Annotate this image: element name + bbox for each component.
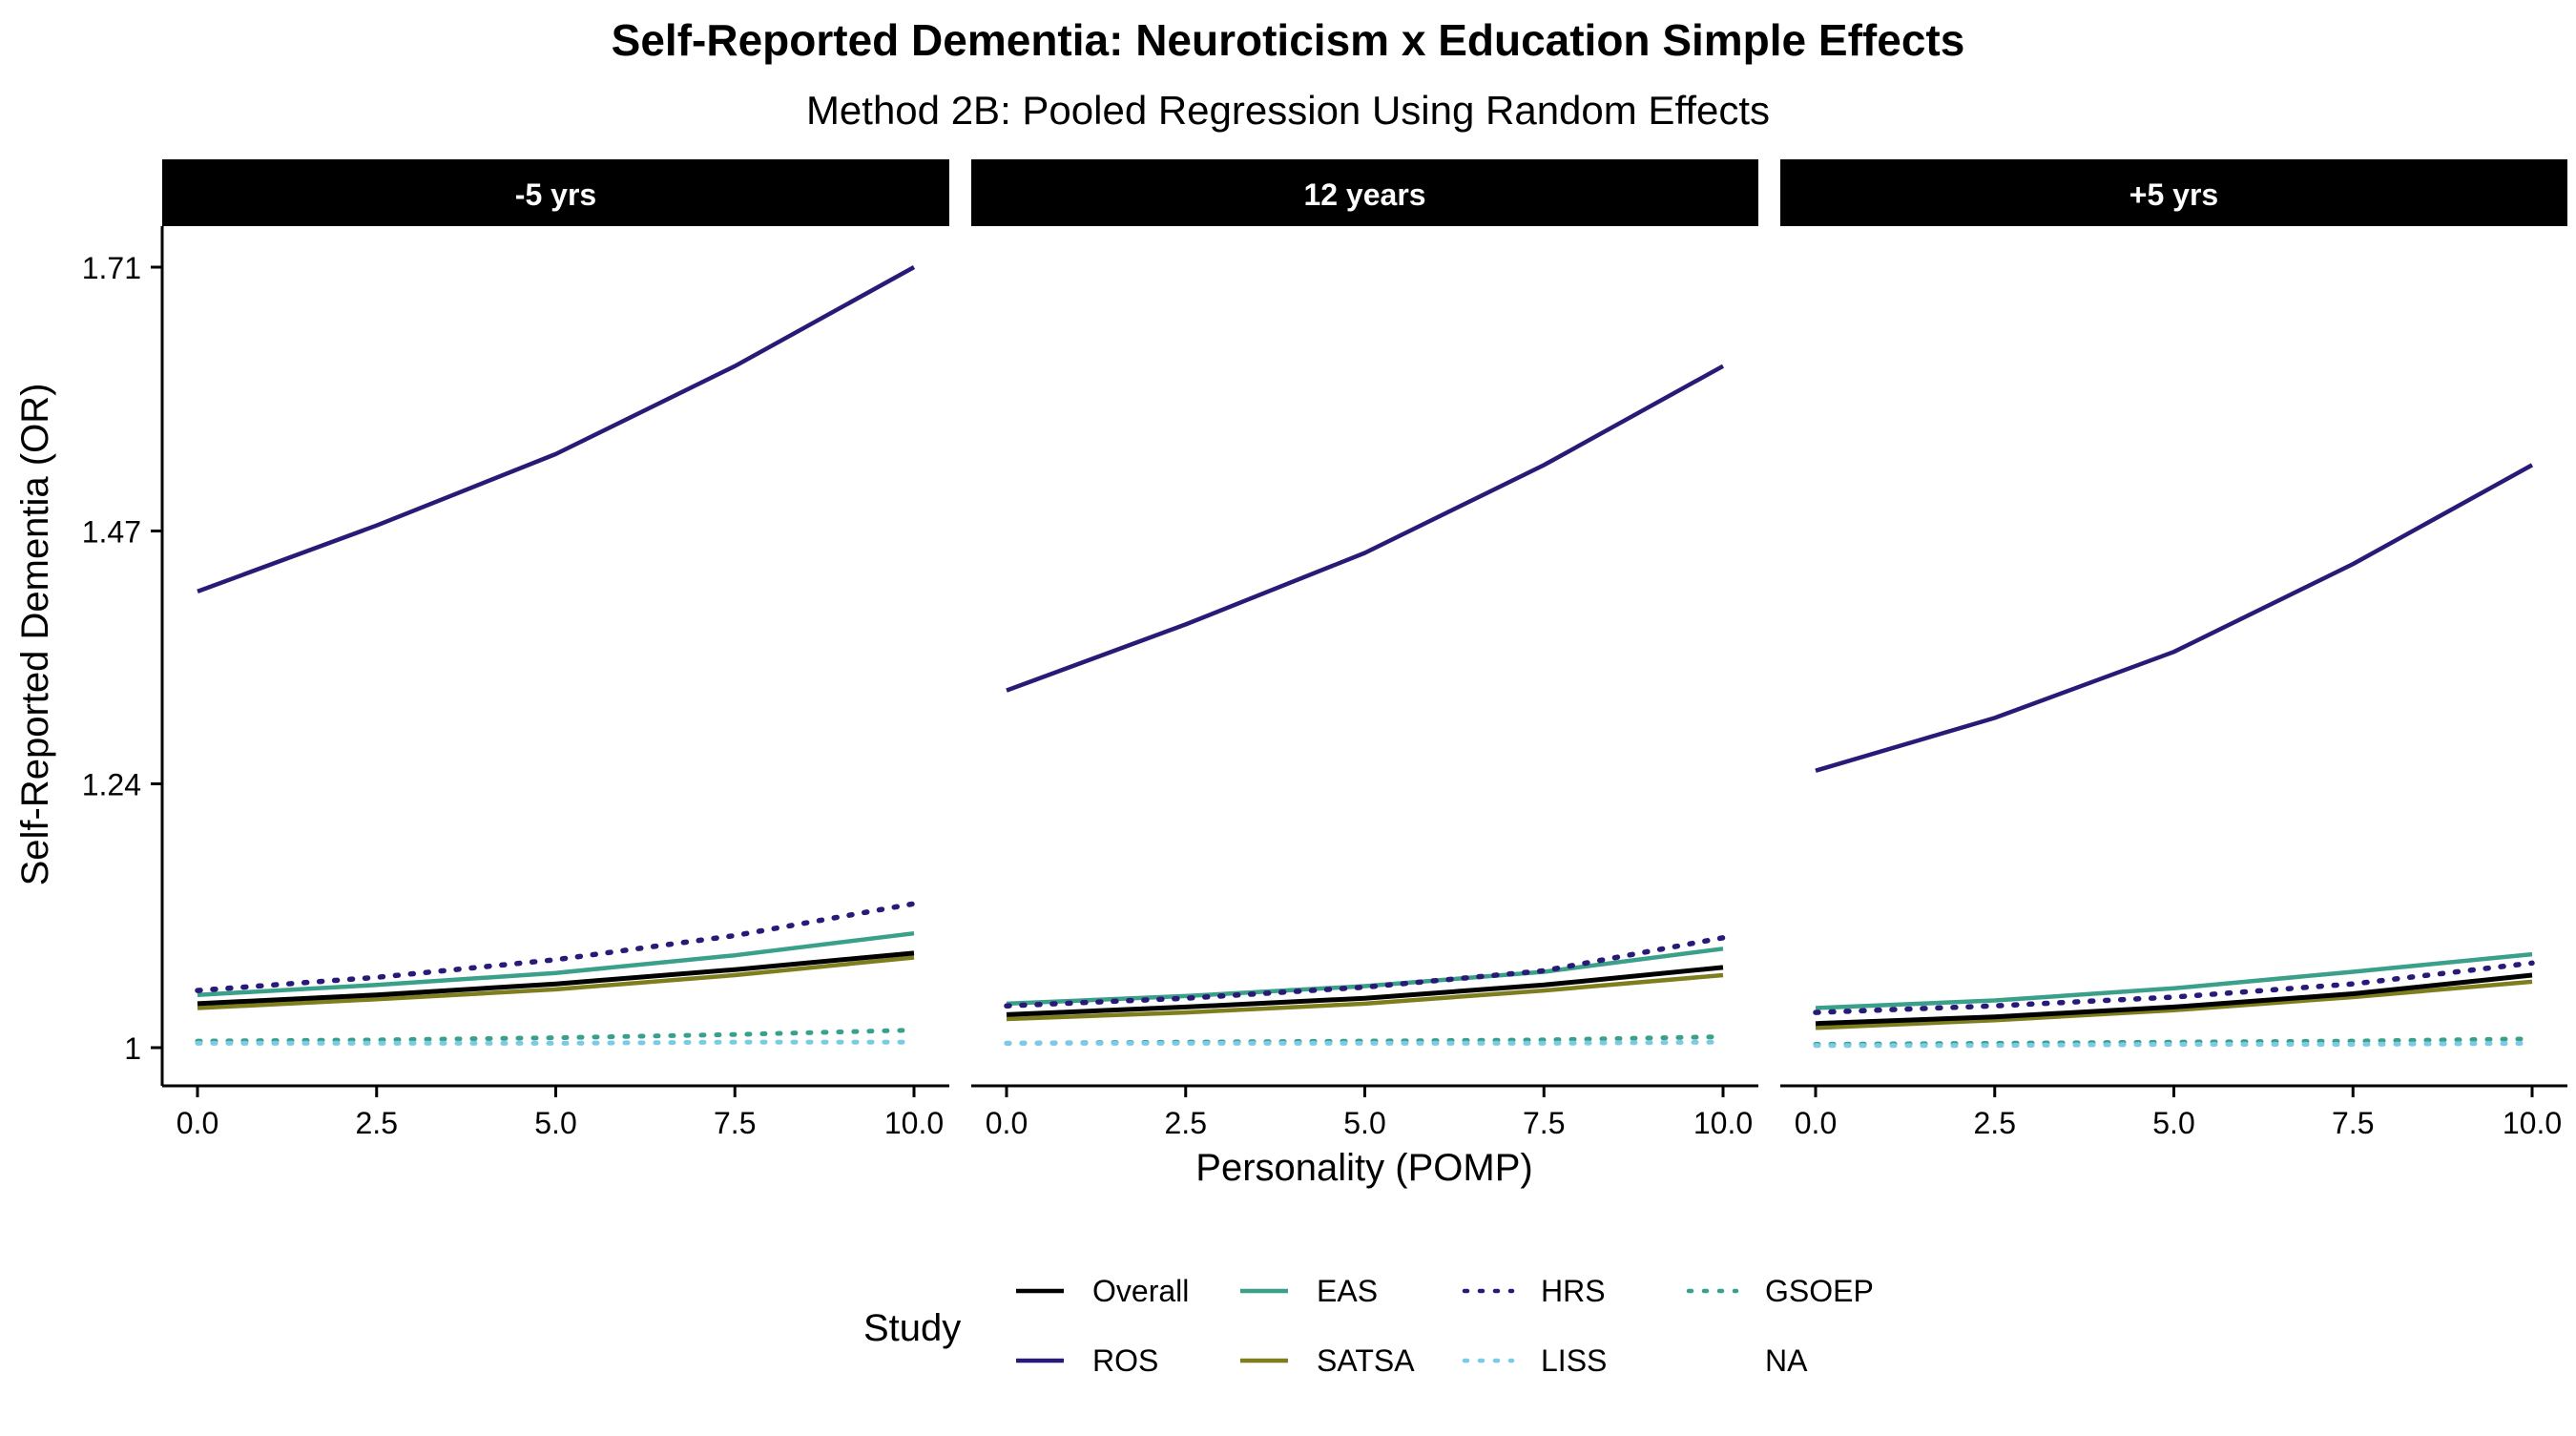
legend-label: LISS: [1541, 1343, 1607, 1378]
x-tick-label: 7.5: [714, 1106, 756, 1140]
y-tick-label: 1.47: [82, 515, 141, 550]
chart-subtitle: Method 2B: Pooled Regression Using Rando…: [806, 88, 1770, 133]
series-line-overall: [1815, 972, 2533, 1027]
x-tick-label: 0.0: [1795, 1106, 1837, 1140]
series-line-ros: [197, 265, 916, 594]
legend-title: Study: [863, 1307, 961, 1349]
series-line-ros: [1815, 463, 2534, 773]
facet-panel: +5 yrs 0.0 2.5 5.0 7.5 10.0: [1780, 159, 2567, 1140]
x-tick-label: 2.5: [356, 1106, 398, 1140]
facet-strip-label: +5 yrs: [2129, 177, 2218, 212]
series-line-eas: [1006, 947, 1724, 1007]
series-line-hrs: [1004, 935, 1726, 1009]
x-tick-label: 7.5: [1523, 1106, 1565, 1140]
facet-strip-label: 12 years: [1303, 177, 1425, 212]
facet-panel: 12 years 0.0 2.5 5.0 7.5 10.0: [971, 159, 1758, 1140]
x-tick-label: 2.5: [1165, 1106, 1207, 1140]
legend-item-na: NA: [1765, 1343, 1808, 1378]
legend-item-satsa: SATSA: [1240, 1343, 1415, 1378]
series-line-gsoep: [1004, 1034, 1726, 1046]
series-line-hrs: [1813, 960, 2535, 1015]
legend-item-hrs: HRS: [1462, 1274, 1606, 1308]
legend-item-overall: Overall: [1016, 1274, 1189, 1308]
x-tick-label: 5.0: [1343, 1106, 1385, 1140]
series-line-overall: [197, 950, 915, 1007]
x-axis-label: Personality (POMP): [1195, 1147, 1532, 1189]
x-tick-label: 0.0: [177, 1106, 218, 1140]
series-line-gsoep: [195, 1028, 917, 1044]
x-tick-label: 0.0: [986, 1106, 1028, 1140]
series-line-satsa: [1815, 979, 2533, 1030]
y-tick-label: 1: [124, 1031, 141, 1066]
legend-item-liss: LISS: [1462, 1343, 1607, 1378]
legend: Study Overall ROS EAS SATSA HRS LISS GSOEP NA: [863, 1274, 1874, 1378]
x-tick-label: 7.5: [2332, 1106, 2374, 1140]
facet-panel: -5 yrs 1 1.24 1.47 1.71 0.0 2.5 5.0 7.5 10.0: [82, 159, 949, 1140]
x-tick-label: 5.0: [534, 1106, 576, 1140]
series-line-hrs: [195, 901, 917, 993]
series-line-overall: [1006, 965, 1724, 1017]
legend-label: SATSA: [1317, 1343, 1415, 1378]
x-tick-label: 5.0: [2152, 1106, 2194, 1140]
x-tick-label: 10.0: [2503, 1106, 2562, 1140]
facet-strip: [162, 159, 949, 226]
y-tick-label: 1.71: [82, 251, 141, 285]
legend-label: GSOEP: [1765, 1274, 1874, 1308]
series-line-ros: [1006, 364, 1725, 693]
y-axis-label: Self-Reported Dementia (OR): [14, 384, 56, 886]
facet-strip-label: -5 yrs: [515, 177, 596, 212]
series-line-liss: [1813, 1040, 2535, 1049]
facet-strip: [971, 159, 1758, 226]
legend-label: ROS: [1092, 1343, 1158, 1378]
x-tick-label: 10.0: [884, 1106, 944, 1140]
x-tick-label: 2.5: [1974, 1106, 2016, 1140]
series-line-liss: [1004, 1039, 1726, 1046]
legend-item-gsoep: GSOEP: [1686, 1274, 1874, 1308]
chart-title: Self-Reported Dementia: Neuroticism x Ed…: [612, 15, 1965, 65]
series-line-liss: [195, 1039, 917, 1046]
series-line-gsoep: [1813, 1036, 2535, 1047]
legend-label: NA: [1765, 1343, 1808, 1378]
legend-label: Overall: [1092, 1274, 1189, 1308]
facet-strip: [1780, 159, 2567, 226]
legend-label: EAS: [1317, 1274, 1378, 1308]
legend-item-eas: EAS: [1240, 1274, 1378, 1308]
x-tick-label: 10.0: [1693, 1106, 1753, 1140]
series-line-eas: [1815, 951, 2533, 1010]
series-line-satsa: [1006, 972, 1724, 1022]
series-line-eas: [197, 930, 915, 997]
series-line-satsa: [197, 955, 915, 1010]
legend-label: HRS: [1541, 1274, 1606, 1308]
legend-item-ros: ROS: [1016, 1343, 1158, 1378]
y-tick-label: 1.24: [82, 767, 141, 801]
legend-keys: Overall ROS EAS SATSA HRS LISS GSOEP NA: [1016, 1274, 1874, 1378]
